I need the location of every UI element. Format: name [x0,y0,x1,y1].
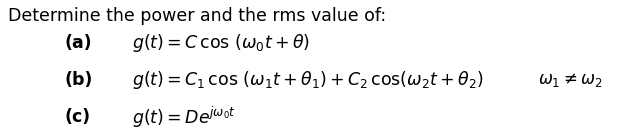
Text: Determine the power and the rms value of:: Determine the power and the rms value of… [8,7,386,25]
Text: $\omega_1 \neq \omega_2$: $\omega_1 \neq \omega_2$ [538,71,602,89]
Text: (a): (a) [64,34,92,52]
Text: $g(t) = C_1\,\cos\,(\omega_1 t + \theta_1) + C_2\,\cos(\omega_2 t + \theta_2)$: $g(t) = C_1\,\cos\,(\omega_1 t + \theta_… [132,69,484,91]
Text: $g(t) = De^{j\omega_0 t}$: $g(t) = De^{j\omega_0 t}$ [132,104,236,130]
Text: $g(t) = C\,\cos\,(\omega_0 t + \theta)$: $g(t) = C\,\cos\,(\omega_0 t + \theta)$ [132,32,310,54]
Text: (c): (c) [64,108,91,126]
Text: (b): (b) [64,71,93,89]
